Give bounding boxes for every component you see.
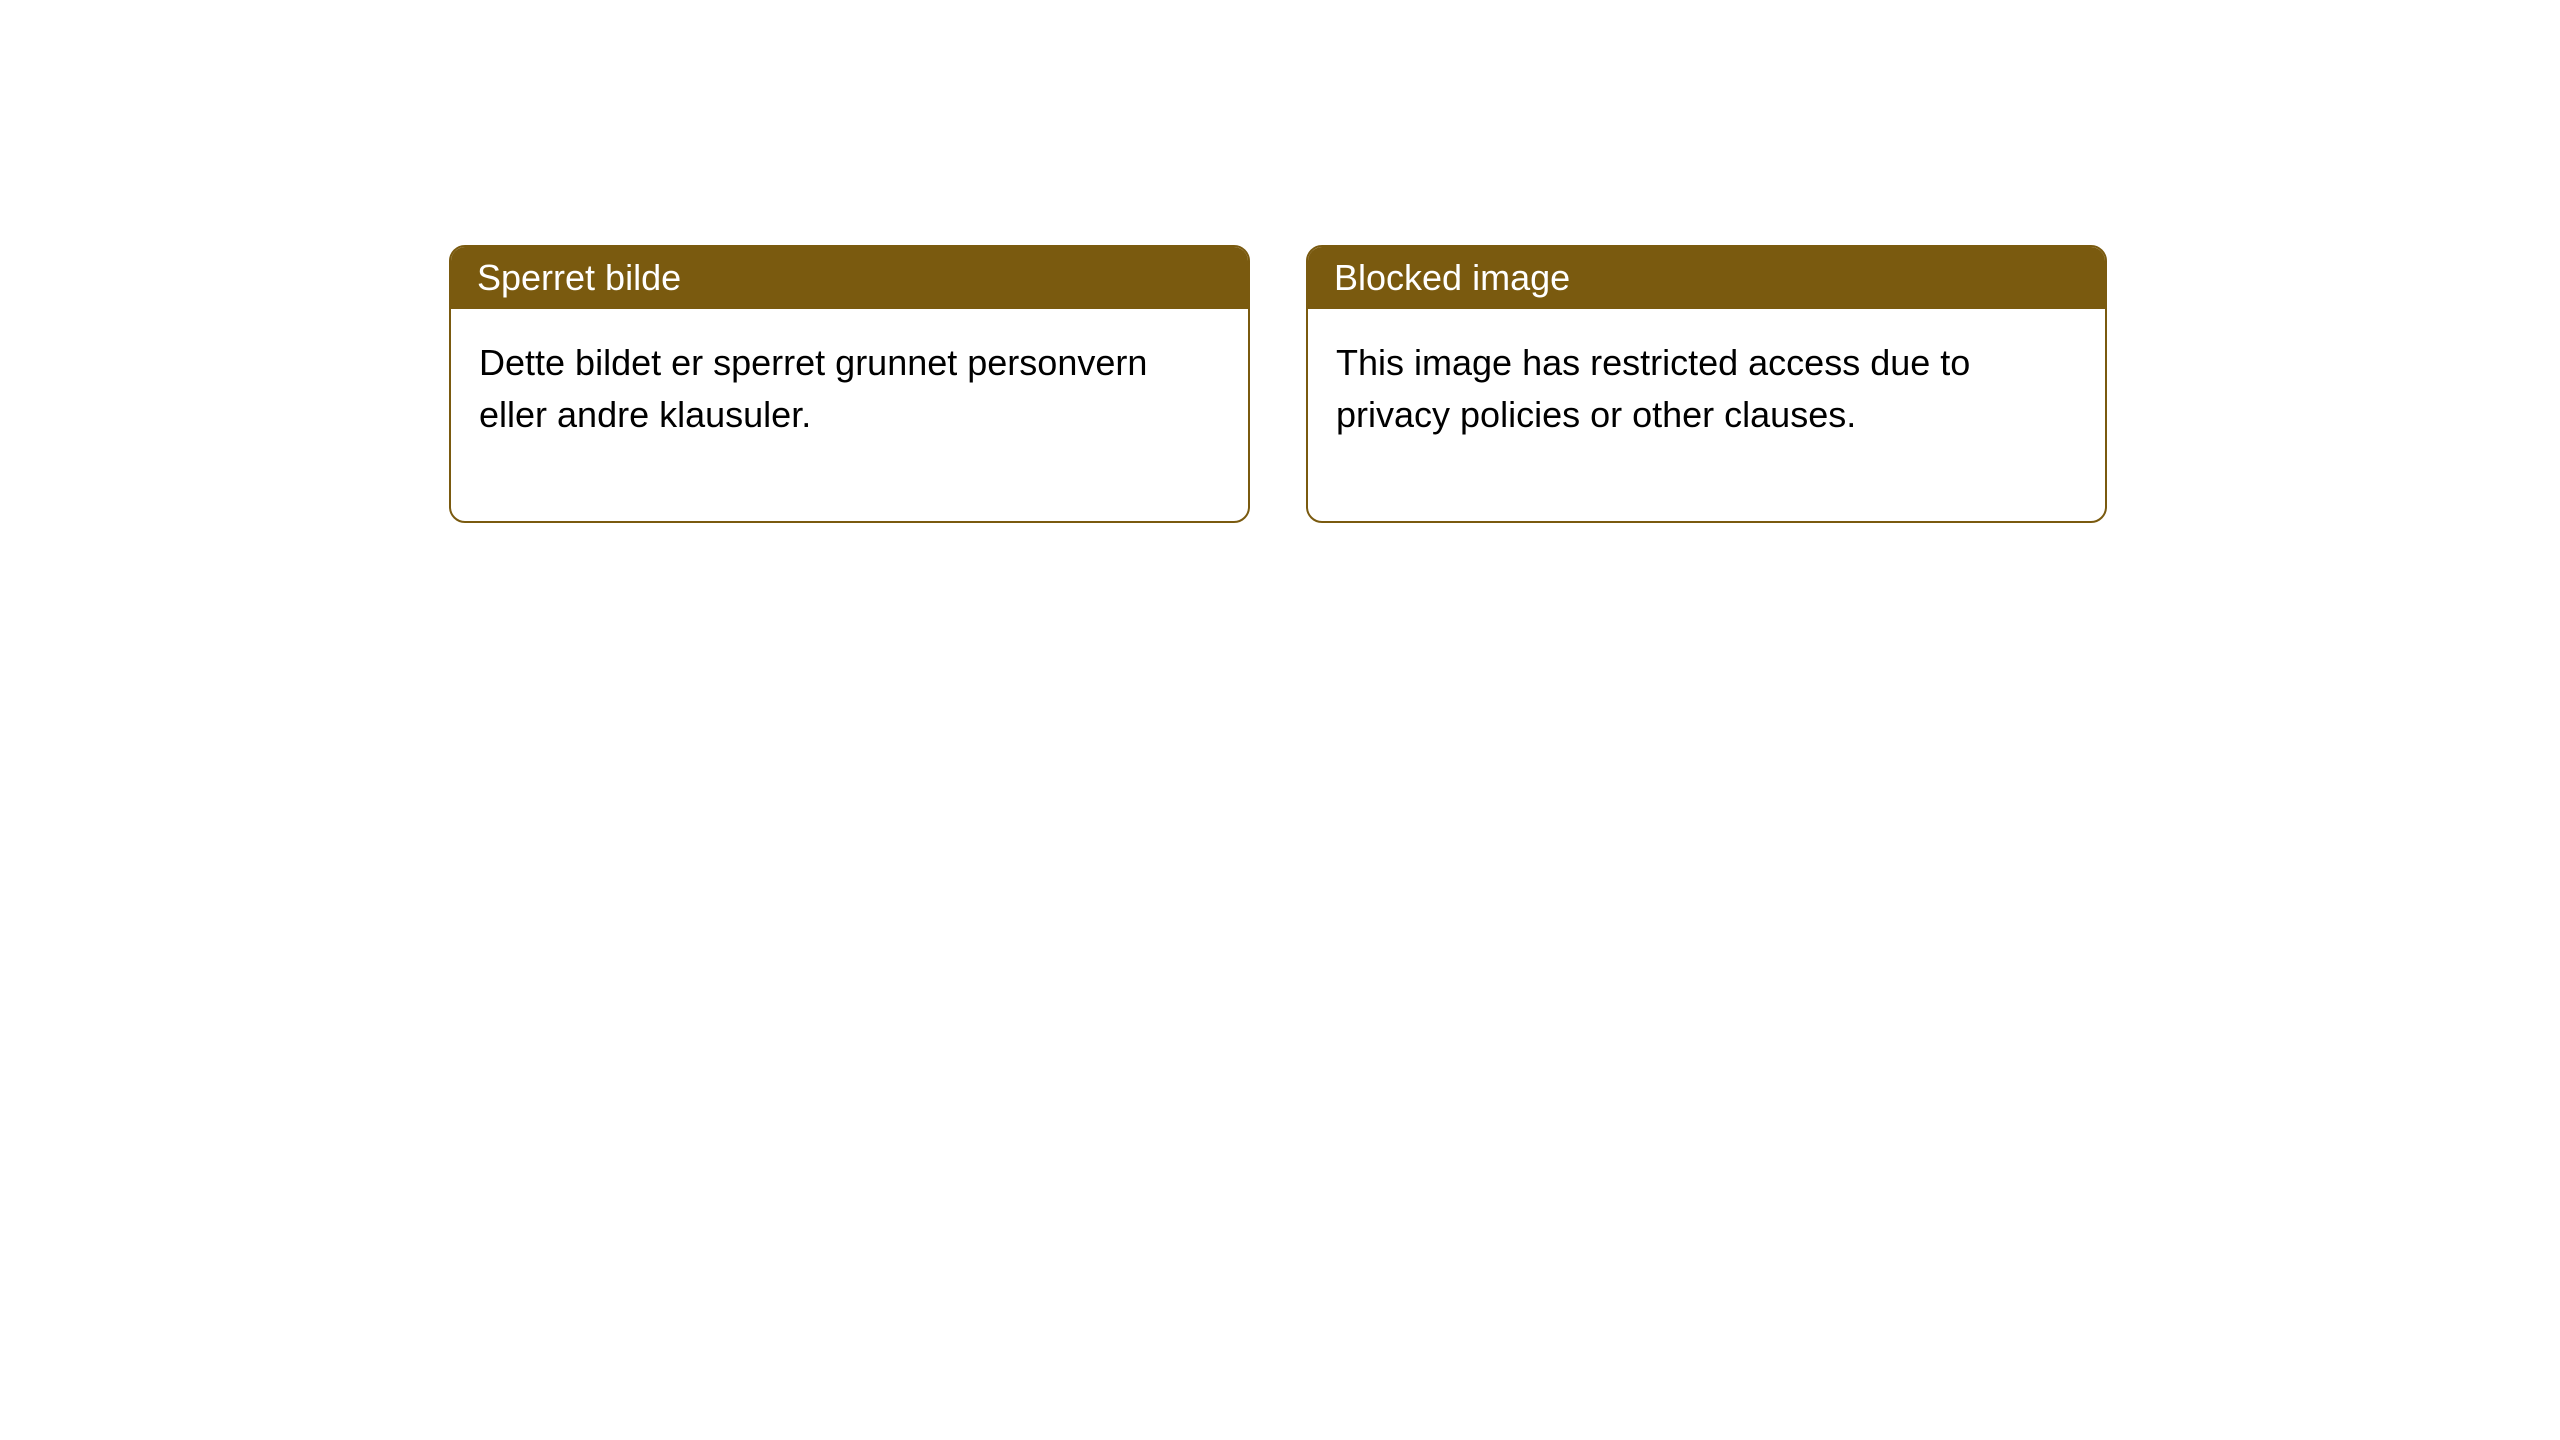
notice-cards-container: Sperret bilde Dette bildet er sperret gr… <box>449 245 2107 523</box>
notice-card-english: Blocked image This image has restricted … <box>1306 245 2107 523</box>
card-body: Dette bildet er sperret grunnet personve… <box>451 309 1248 521</box>
card-body-text: This image has restricted access due to … <box>1336 342 1970 435</box>
card-header-text: Sperret bilde <box>477 257 681 298</box>
card-header: Blocked image <box>1308 247 2105 309</box>
card-header-text: Blocked image <box>1334 257 1570 298</box>
card-header: Sperret bilde <box>451 247 1248 309</box>
card-body-text: Dette bildet er sperret grunnet personve… <box>479 342 1147 435</box>
card-body: This image has restricted access due to … <box>1308 309 2105 521</box>
notice-card-norwegian: Sperret bilde Dette bildet er sperret gr… <box>449 245 1250 523</box>
